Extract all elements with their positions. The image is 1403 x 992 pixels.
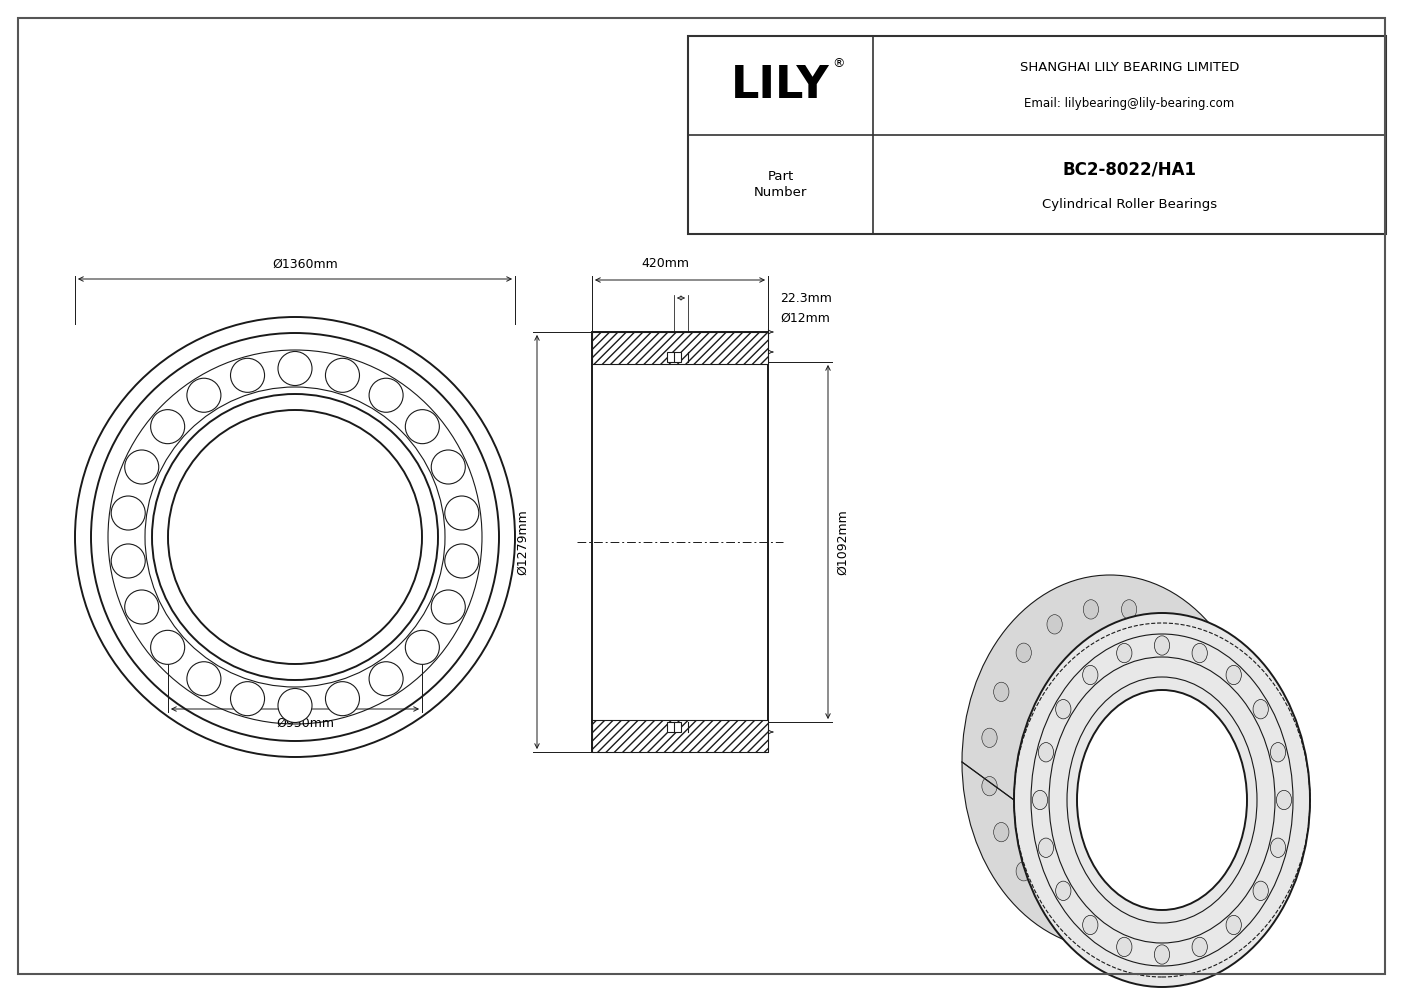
- Ellipse shape: [1188, 643, 1204, 663]
- Bar: [592, 332, 767, 364]
- Text: Ø1092mm: Ø1092mm: [836, 509, 849, 575]
- Ellipse shape: [1117, 644, 1132, 663]
- Text: Ø1360mm: Ø1360mm: [272, 258, 338, 271]
- Ellipse shape: [1083, 905, 1099, 925]
- Text: ®: ®: [832, 57, 845, 70]
- Ellipse shape: [1038, 838, 1054, 857]
- Ellipse shape: [1270, 743, 1285, 762]
- Circle shape: [325, 358, 359, 393]
- Ellipse shape: [1033, 791, 1048, 809]
- Ellipse shape: [1253, 881, 1268, 901]
- Text: BC2-8022/HA1: BC2-8022/HA1: [1062, 161, 1197, 179]
- Circle shape: [150, 410, 185, 443]
- Ellipse shape: [1083, 666, 1099, 684]
- Ellipse shape: [982, 777, 998, 796]
- Ellipse shape: [1055, 881, 1070, 901]
- Bar: [687, 36, 1386, 234]
- Ellipse shape: [962, 575, 1258, 949]
- Ellipse shape: [1121, 600, 1136, 619]
- Circle shape: [111, 496, 146, 530]
- Circle shape: [445, 544, 478, 578]
- Ellipse shape: [1117, 937, 1132, 956]
- Ellipse shape: [1083, 600, 1099, 619]
- Ellipse shape: [1078, 690, 1247, 910]
- Ellipse shape: [1038, 743, 1054, 762]
- Ellipse shape: [993, 682, 1009, 701]
- Ellipse shape: [1047, 615, 1062, 634]
- Circle shape: [168, 410, 422, 664]
- Ellipse shape: [1157, 890, 1173, 910]
- Circle shape: [125, 590, 159, 624]
- Circle shape: [74, 317, 515, 757]
- Circle shape: [405, 630, 439, 665]
- Ellipse shape: [1226, 666, 1242, 684]
- Circle shape: [431, 450, 466, 484]
- Text: Ø950mm: Ø950mm: [276, 717, 334, 730]
- Ellipse shape: [1016, 862, 1031, 881]
- Bar: [592, 332, 767, 752]
- Ellipse shape: [1253, 699, 1268, 719]
- Circle shape: [445, 496, 478, 530]
- Circle shape: [431, 590, 466, 624]
- Ellipse shape: [1055, 699, 1070, 719]
- Ellipse shape: [1223, 728, 1239, 748]
- Circle shape: [187, 378, 220, 413]
- Ellipse shape: [1014, 613, 1310, 987]
- Circle shape: [125, 450, 159, 484]
- Circle shape: [111, 544, 146, 578]
- Text: SHANGHAI LILY BEARING LIMITED: SHANGHAI LILY BEARING LIMITED: [1020, 62, 1239, 74]
- Text: Cylindrical Roller Bearings: Cylindrical Roller Bearings: [1042, 197, 1216, 211]
- Ellipse shape: [1226, 916, 1242, 934]
- Bar: [666, 352, 680, 362]
- Bar: [666, 722, 680, 732]
- Ellipse shape: [1211, 822, 1226, 842]
- Text: 22.3mm: 22.3mm: [780, 292, 832, 305]
- Ellipse shape: [993, 822, 1009, 842]
- Ellipse shape: [1188, 862, 1204, 881]
- Ellipse shape: [1277, 791, 1292, 809]
- Ellipse shape: [1155, 944, 1170, 964]
- Text: 420mm: 420mm: [641, 257, 689, 270]
- Circle shape: [187, 662, 220, 695]
- Circle shape: [369, 662, 403, 695]
- Ellipse shape: [1047, 890, 1062, 910]
- Circle shape: [405, 410, 439, 443]
- Circle shape: [278, 351, 311, 386]
- Text: LILY: LILY: [731, 64, 829, 107]
- Circle shape: [230, 682, 265, 715]
- Ellipse shape: [1016, 643, 1031, 663]
- Circle shape: [150, 630, 185, 665]
- Bar: [592, 720, 767, 752]
- Circle shape: [230, 358, 265, 393]
- Ellipse shape: [1083, 916, 1099, 934]
- Ellipse shape: [1193, 937, 1208, 956]
- Ellipse shape: [1223, 777, 1239, 796]
- Text: Part
Number: Part Number: [753, 171, 807, 198]
- Circle shape: [325, 682, 359, 715]
- Circle shape: [369, 378, 403, 413]
- Ellipse shape: [1121, 905, 1136, 925]
- Ellipse shape: [1193, 644, 1208, 663]
- Ellipse shape: [1026, 652, 1195, 872]
- Text: Ø1279mm: Ø1279mm: [516, 509, 529, 575]
- Ellipse shape: [1211, 682, 1226, 701]
- Ellipse shape: [982, 728, 998, 748]
- Text: Email: lilybearing@lily-bearing.com: Email: lilybearing@lily-bearing.com: [1024, 97, 1235, 110]
- Ellipse shape: [1270, 838, 1285, 857]
- Circle shape: [278, 688, 311, 722]
- Ellipse shape: [1155, 636, 1170, 655]
- Text: Ø12mm: Ø12mm: [780, 311, 831, 324]
- Ellipse shape: [1157, 615, 1173, 634]
